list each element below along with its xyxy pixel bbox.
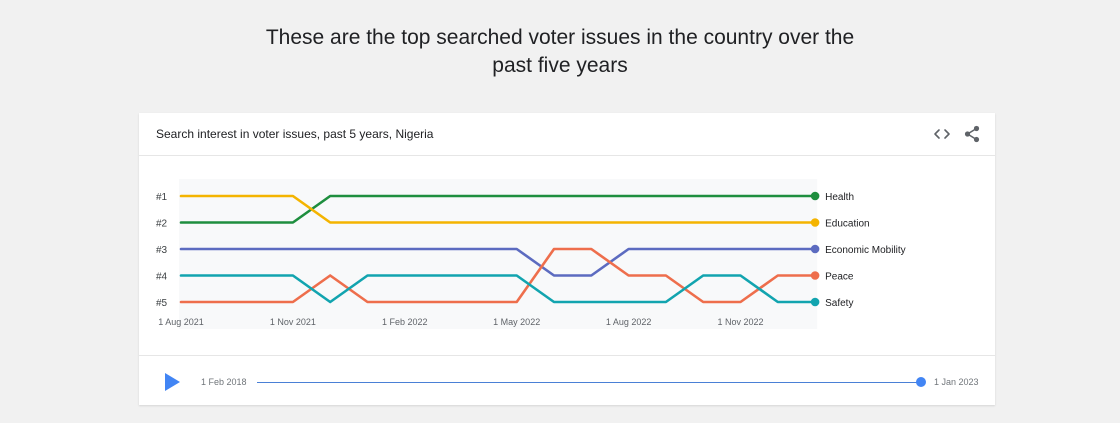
series-label-peace: Peace [825,272,854,283]
y-tick-label: #2 [156,219,168,230]
series-line-peace [179,247,817,304]
card-header: Search interest in voter issues, past 5 … [139,113,995,156]
series-label-health: Health [825,192,854,203]
x-tick-label: 1 Aug 2022 [606,317,652,327]
series-end-marker-health [810,191,820,201]
y-tick-label: #3 [156,245,168,256]
rank-chart: #1 #2 #3 #4 #5 1 Aug 2021 1 Nov 2021 1 Feb 2022… [156,179,906,329]
chart-card: Search interest in voter issues, past 5 … [139,113,995,405]
series-line-economic-mobility [179,247,817,277]
chart-area: #1 #2 #3 #4 #5 1 Aug 2021 1 Nov 2021 1 Feb 2022… [139,163,995,353]
series-end-marker-economic-mobility [810,244,820,254]
y-tick-label: #4 [156,272,168,283]
series-label-education: Education [825,219,869,230]
x-tick-label: 1 Feb 2022 [382,317,428,327]
embed-code-icon[interactable] [932,124,952,144]
timeline-track[interactable] [257,382,921,383]
share-icon[interactable] [962,124,982,144]
y-tick-label: #5 [156,298,168,309]
series-end-marker-education [810,218,820,227]
series-end-marker-peace [810,271,820,280]
x-tick-label: 1 Nov 2022 [717,317,763,327]
series-label-economic-mobility: Economic Mobility [825,245,906,256]
headline-line-1: These are the top searched voter issues … [265,26,855,49]
series-label-safety: Safety [825,298,853,309]
plot-background [179,179,818,329]
y-tick-label: #1 [156,192,168,203]
card-title: Search interest in voter issues, past 5 … [156,127,434,141]
x-tick-label: 1 May 2022 [493,317,540,327]
timeline-start-label: 1 Feb 2018 [201,377,247,387]
series-line-health [179,194,817,224]
x-tick-label: 1 Nov 2021 [270,317,316,327]
headline-line-2: past five years [492,54,628,77]
timeline-bar: 1 Feb 2018 1 Jan 2023 [139,355,995,406]
x-tick-label: 1 Aug 2021 [158,317,204,327]
series-line-safety [179,274,817,304]
play-icon[interactable] [163,372,181,392]
series-end-marker-safety [810,297,820,307]
timeline-handle[interactable] [916,377,926,387]
timeline-end-label: 1 Jan 2023 [934,377,979,387]
headline: These are the top searched voter issues … [0,24,1120,80]
series-line-education [179,194,817,224]
